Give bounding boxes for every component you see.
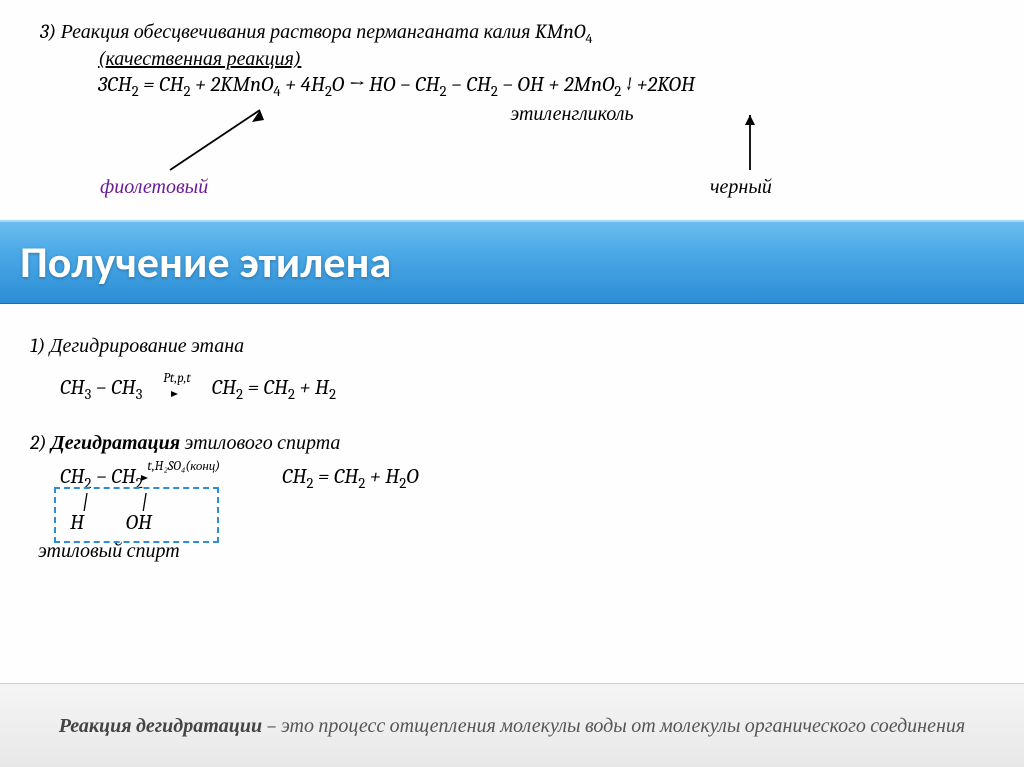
reaction-3-title-prefix: 3) Реакция обесцвечивания раствора перма… <box>40 20 535 43</box>
reaction-3-block: 3) Реакция обесцвечивания раствора перма… <box>0 0 1024 220</box>
atom-H: H <box>70 511 84 535</box>
arrow-to-violet <box>160 110 280 180</box>
reaction-3-title-line1: 3) Реакция обесцвечивания раствора перма… <box>40 20 994 47</box>
method-1-equation: CH3 − CH3 Pt,p,t CH2 = CH2 + H2 <box>60 376 994 403</box>
method-1-title: 1) Дегидрирование этана <box>30 334 994 358</box>
black-color-label: черный <box>710 175 772 199</box>
ethylene-production-block: 1) Дегидрирование этана CH3 − CH3 Pt,p,t… <box>0 304 1024 573</box>
atom-OH: OH <box>126 511 152 535</box>
kmno4-formula: KMnO4 <box>535 20 593 43</box>
method-2-prefix: 2) <box>30 431 51 454</box>
method-2-title: 2) Дегидратация этилового спирта <box>30 431 994 455</box>
section-heading-banner: Получение этилена <box>0 220 1024 304</box>
ethanol-label: этиловый спирт <box>38 539 994 563</box>
definition-rest: – это процесс отщепления молекулы воды о… <box>262 714 965 737</box>
structural-bonds: | | <box>78 490 994 513</box>
violet-color-label: фиолетовый <box>100 175 208 199</box>
reaction-conditions-1: Pt,p,t <box>147 371 207 386</box>
method-2-bold: Дегидратация <box>51 431 180 454</box>
reaction-3-subtitle: (качественная реакция) <box>98 47 994 71</box>
method-2-equation-block: CH2 − CH2 t,H₂SO₄(конц) CH2 = CH2 + H2O … <box>60 465 994 535</box>
section-heading-title: Получение этилена <box>20 235 391 289</box>
structural-atoms: H OH <box>70 511 994 535</box>
definition-text: Реакция дегидратации – это процесс отщеп… <box>59 712 965 739</box>
reaction-conditions-2: t,H₂SO₄(конц) <box>147 458 220 474</box>
definition-term: Реакция дегидратации <box>59 714 262 737</box>
definition-bar: Реакция дегидратации – это процесс отщеп… <box>0 683 1024 767</box>
reaction-3-equation: 3CH2 = CH2 + 2KMnO4 + 4H2O → HO − CH2 − … <box>98 73 994 100</box>
arrow-to-black <box>738 115 768 175</box>
method-2-rest: этилового спирта <box>180 431 340 454</box>
method-2-equation: CH2 − CH2 t,H₂SO₄(конц) CH2 = CH2 + H2O <box>60 465 994 492</box>
